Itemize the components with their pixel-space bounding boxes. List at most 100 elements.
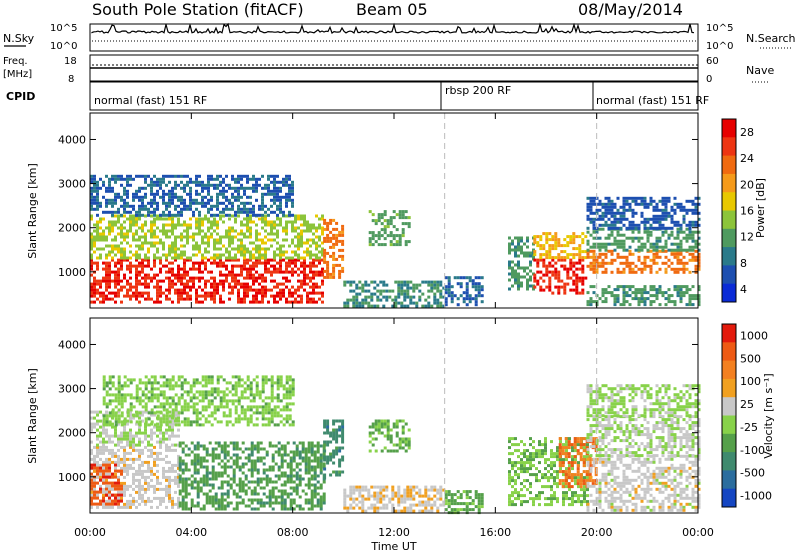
velocity-cell: [93, 496, 96, 500]
velocity-cell: [232, 480, 236, 484]
velocity-cell: [102, 414, 106, 418]
power-cell: [246, 288, 249, 292]
power-cell: [111, 220, 114, 224]
power-cell: [679, 294, 683, 298]
power-cell: [198, 210, 201, 214]
power-cell: [670, 214, 674, 218]
velocity-cell: [132, 478, 135, 482]
velocity-cell: [201, 423, 205, 427]
velocity-cell: [280, 471, 284, 475]
power-cell: [318, 226, 321, 230]
power-cell: [114, 291, 117, 295]
velocity-cell: [313, 489, 317, 493]
power-cell: [309, 285, 312, 289]
velocity-cell: [138, 493, 141, 497]
power-cell: [616, 239, 620, 243]
power-cell: [622, 199, 626, 203]
power-cell: [168, 261, 171, 265]
velocity-cell: [93, 469, 96, 473]
power-cell: [96, 204, 99, 208]
power-cell: [288, 192, 291, 196]
power-cell: [90, 207, 93, 211]
power-cell: [643, 255, 647, 259]
power-cell: [282, 282, 285, 286]
power-cell: [667, 264, 671, 268]
power-cell: [120, 241, 123, 245]
power-cell: [601, 223, 605, 227]
velocity-cell: [162, 431, 165, 435]
power-cell: [676, 220, 680, 224]
power-cell: [210, 291, 213, 295]
velocity-cell: [105, 457, 108, 461]
power-cell: [105, 238, 108, 242]
power-cell: [572, 264, 576, 268]
power-cell: [183, 288, 186, 292]
velocity-cell: [301, 447, 305, 451]
power-cell: [210, 297, 213, 301]
power-cell: [658, 223, 662, 227]
power-cell: [192, 210, 195, 214]
power-cell: [575, 288, 579, 292]
power-cell: [147, 213, 150, 217]
power-cell: [171, 201, 174, 205]
power-cell: [153, 300, 156, 304]
velocity-cell: [184, 465, 188, 469]
power-cell: [123, 177, 126, 181]
power-cell: [578, 258, 582, 262]
power-cell: [517, 239, 520, 243]
velocity-cell: [147, 454, 150, 458]
velocity-cell: [193, 459, 197, 463]
power-cell: [309, 267, 312, 271]
velocity-cell: [214, 453, 218, 457]
power-cell: [613, 300, 617, 304]
power-cell: [159, 294, 162, 298]
power-cell: [643, 267, 647, 271]
velocity-cell: [192, 396, 196, 400]
power-cell: [117, 282, 120, 286]
power-cell: [628, 267, 632, 271]
power-cell: [643, 300, 647, 304]
power-cell: [480, 300, 484, 304]
velocity-cell: [310, 468, 314, 472]
power-cell: [183, 201, 186, 205]
power-cell: [386, 234, 390, 238]
power-cell: [219, 217, 222, 221]
power-cell: [210, 276, 213, 280]
power-cell: [90, 198, 93, 202]
power-cell: [198, 183, 201, 187]
power-cell: [539, 256, 543, 260]
power-cell: [96, 213, 99, 217]
velocity-cell: [307, 447, 311, 451]
power-cell: [126, 264, 129, 268]
power-cell: [237, 174, 240, 178]
velocity-cell: [259, 447, 263, 451]
velocity-cell: [183, 405, 187, 409]
power-cell: [563, 282, 567, 286]
power-cell: [249, 270, 252, 274]
velocity-cell: [193, 468, 197, 472]
power-cell: [258, 217, 261, 221]
power-cell: [315, 253, 318, 257]
velocity-cell: [223, 453, 227, 457]
power-cell: [523, 275, 526, 279]
power-cell: [595, 208, 599, 212]
power-cell: [589, 220, 593, 224]
velocity-cell: [105, 460, 108, 464]
velocity-cell: [289, 477, 293, 481]
power-cell: [658, 239, 662, 243]
velocity-cell: [313, 456, 317, 460]
power-cell: [207, 201, 210, 205]
power-region-12: [586, 227, 701, 252]
power-cell: [141, 241, 144, 245]
velocity-cell: [138, 420, 142, 424]
power-cell: [168, 174, 171, 178]
power-cell: [640, 245, 644, 249]
power-cell: [99, 285, 102, 289]
velocity-cell: [181, 495, 185, 499]
velocity-cell: [93, 422, 96, 426]
power-cell: [581, 250, 585, 254]
power-cell: [273, 210, 276, 214]
power-cell: [105, 256, 108, 260]
power-cell: [186, 207, 189, 211]
velocity-cell: [235, 495, 239, 499]
